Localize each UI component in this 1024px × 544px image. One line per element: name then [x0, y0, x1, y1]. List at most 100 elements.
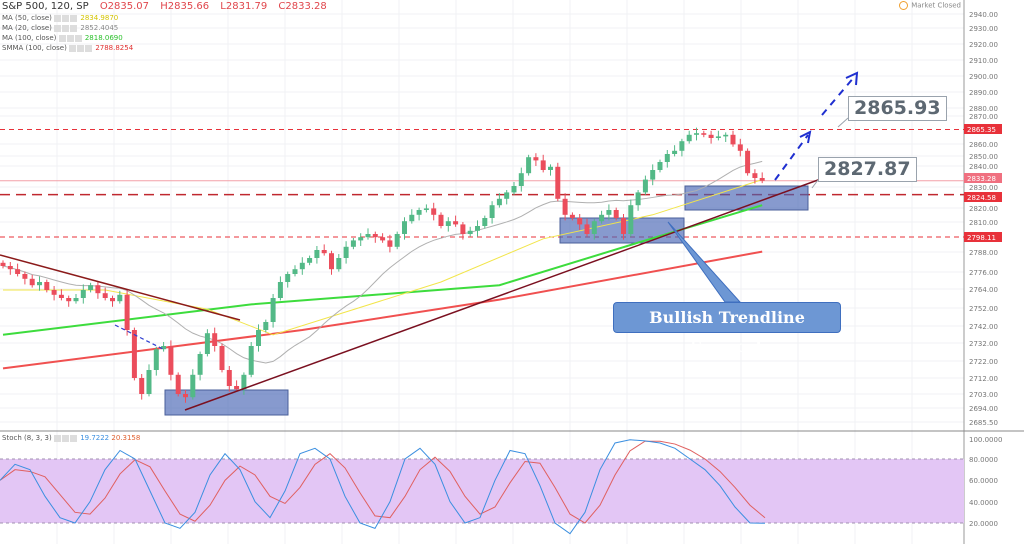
indicator-label: MA (100, close) [2, 34, 57, 42]
candle-body [102, 293, 108, 298]
candle-body [664, 154, 670, 162]
eye-icon[interactable] [61, 434, 69, 442]
close-icon[interactable] [74, 34, 82, 42]
legend: S&P 500, 120, SP O2835.07 H2835.66 L2831… [2, 0, 327, 53]
candle-body [183, 394, 188, 398]
candle-body [672, 150, 678, 154]
projection-line [114, 324, 166, 351]
candle-body [321, 250, 327, 254]
close-icon[interactable] [70, 24, 78, 32]
stoch-k-value: 19.7222 [80, 434, 110, 442]
price-tag [964, 173, 1002, 183]
candle-body [358, 237, 364, 241]
arrow-head-icon [799, 130, 812, 144]
stoch-d-line [0, 440, 766, 524]
candle-body [533, 157, 539, 161]
candle-body [650, 170, 656, 180]
price-axis-label: 2880.00 [969, 105, 998, 113]
candle-body [745, 150, 751, 174]
price-axis-label: 2940.00 [969, 11, 998, 19]
price-axis-label: 2776.00 [969, 269, 998, 277]
close-icon[interactable] [85, 44, 93, 52]
candle-body [29, 278, 35, 286]
descending-trendline [0, 254, 241, 321]
candle-body [723, 134, 729, 137]
candle-body [504, 192, 510, 199]
candle-body [307, 258, 313, 263]
candle-body [591, 221, 597, 234]
trendline-support-label: Bullish Trendline Support [613, 302, 841, 356]
candle-body [577, 218, 583, 225]
candle-body [621, 218, 626, 234]
stoch-legend[interactable]: Stoch (8, 3, 3) 19.7222 20.3158 [2, 434, 140, 442]
label-pointer [667, 221, 742, 303]
candle-body [526, 157, 532, 174]
candle-body [635, 192, 641, 206]
indicator-ma100[interactable]: MA (100, close) 2818.0690 [2, 33, 327, 43]
price-axis-label: 2788.00 [969, 249, 998, 257]
eye-icon[interactable] [77, 44, 85, 52]
stoch-axis-label: 20.0000 [969, 520, 998, 528]
candle-body [88, 285, 94, 290]
smma100-line [2, 250, 763, 370]
indicator-label: SMMA (100, close) [2, 44, 67, 52]
indicator-ma20[interactable]: MA (20, close) 2852.4045 [2, 23, 327, 33]
callout-pointer [811, 179, 819, 189]
price-axis-label: 2685.50 [969, 419, 998, 427]
candle-body [95, 285, 101, 294]
price-axis-label: 2752.00 [969, 305, 998, 313]
bullish-arrow [774, 134, 809, 181]
candle-body [234, 386, 240, 390]
settings-icon[interactable] [54, 14, 62, 22]
indicator-label: MA (20, close) [2, 24, 52, 32]
candle-body [22, 274, 28, 279]
candle-body [124, 294, 130, 330]
eye-icon[interactable] [66, 34, 74, 42]
price-axis-label: 2712.00 [969, 375, 998, 383]
candle-body [752, 173, 758, 178]
price-axis-label: 2694.00 [969, 405, 998, 413]
price-axis-label: 2722.00 [969, 358, 998, 366]
candle-body [518, 173, 524, 186]
candle-body [715, 136, 721, 138]
candle-body [37, 282, 42, 286]
indicator-ma50[interactable]: MA (50, close) 2834.9870 [2, 13, 327, 23]
price-axis-label: 2850.00 [969, 153, 998, 161]
close-icon[interactable] [70, 14, 78, 22]
market-status-text: Market Closed [911, 1, 961, 10]
candle-body [15, 269, 21, 274]
eye-icon[interactable] [62, 14, 70, 22]
candle-body [277, 282, 283, 298]
candle-body [153, 349, 159, 370]
candle-body [540, 160, 546, 170]
ma50-line [3, 179, 763, 336]
candle-body [555, 166, 561, 199]
candle-body [489, 205, 495, 218]
candle-body [467, 230, 473, 234]
candle-body [299, 262, 305, 270]
settings-icon[interactable] [54, 24, 62, 32]
candle-body [606, 210, 612, 215]
price-axis-label: 2860.00 [969, 141, 998, 149]
callout-pointer [837, 117, 849, 128]
close-icon[interactable] [69, 434, 77, 442]
candle-body [409, 214, 415, 222]
settings-icon[interactable] [53, 434, 61, 442]
settings-icon[interactable] [58, 34, 66, 42]
eye-icon[interactable] [62, 24, 70, 32]
price-tag-text: 2865.35 [967, 126, 996, 134]
candle-body [146, 370, 152, 394]
symbol-title[interactable]: S&P 500, 120, SP [2, 1, 89, 12]
clock-icon [899, 1, 909, 10]
candle-body [657, 162, 663, 170]
candle-body [204, 333, 210, 354]
candle-body [613, 210, 619, 218]
price-axis-label: 2810.00 [969, 219, 998, 227]
candle-body [416, 210, 422, 215]
settings-icon[interactable] [69, 44, 77, 52]
indicator-smma100[interactable]: SMMA (100, close) 2788.8254 [2, 43, 327, 53]
price-axis-label: 2920.00 [969, 41, 998, 49]
stoch-d-value: 20.3158 [111, 434, 141, 442]
